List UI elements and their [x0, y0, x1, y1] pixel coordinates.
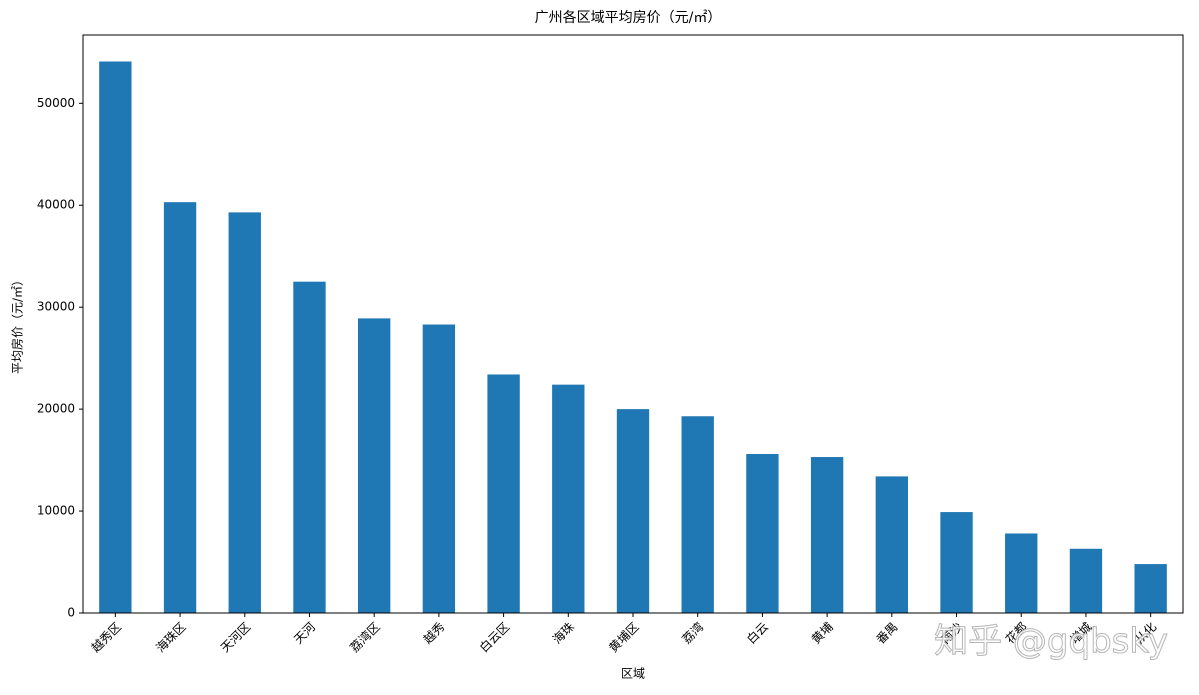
watermark: 知乎 @gqbsky	[934, 622, 1168, 662]
x-tick-label: 越秀区	[89, 620, 124, 655]
bar	[681, 416, 714, 613]
x-tick-label: 天河	[291, 620, 318, 647]
x-tick-label: 天河区	[218, 620, 253, 655]
bar	[163, 202, 197, 614]
x-tick-label: 荔湾	[679, 619, 707, 647]
bar	[293, 281, 326, 613]
y-tick-label: 0	[67, 606, 75, 620]
chart-title: 广州各区域平均房价（元/㎡）	[535, 10, 722, 26]
y-tick-label: 50000	[37, 96, 75, 110]
y-axis-label: 平均房价（元/㎡）	[10, 274, 25, 374]
bar	[552, 384, 585, 613]
bar	[228, 212, 261, 613]
x-tick-label: 黄埔	[809, 620, 836, 647]
x-tick-label: 越秀	[421, 620, 448, 647]
y-tick-label: 10000	[37, 504, 75, 518]
bar	[1005, 533, 1038, 613]
y-tick-label: 30000	[37, 300, 75, 314]
bar	[1134, 564, 1167, 613]
x-tick-label: 海珠	[549, 619, 577, 647]
x-tick-label: 海珠区	[153, 619, 189, 655]
bar	[1069, 548, 1103, 613]
y-tick-label: 20000	[37, 402, 75, 416]
bar	[940, 512, 973, 613]
x-tick-label: 黄埔区	[606, 620, 641, 655]
x-tick-label: 白云区	[476, 619, 512, 655]
bar	[810, 457, 844, 613]
x-tick-label: 荔湾区	[347, 619, 383, 655]
y-tick-label: 40000	[37, 198, 75, 212]
bar	[358, 318, 391, 613]
bar	[875, 476, 908, 613]
x-tick-label: 番禺	[874, 620, 901, 647]
x-tick-label: 白云	[743, 619, 771, 647]
bar	[746, 453, 779, 613]
bar	[487, 374, 520, 613]
bar	[616, 409, 650, 613]
bar	[99, 61, 132, 614]
bar	[422, 324, 456, 613]
x-axis-label: 区域	[621, 667, 645, 681]
plot-frame	[82, 34, 1184, 614]
